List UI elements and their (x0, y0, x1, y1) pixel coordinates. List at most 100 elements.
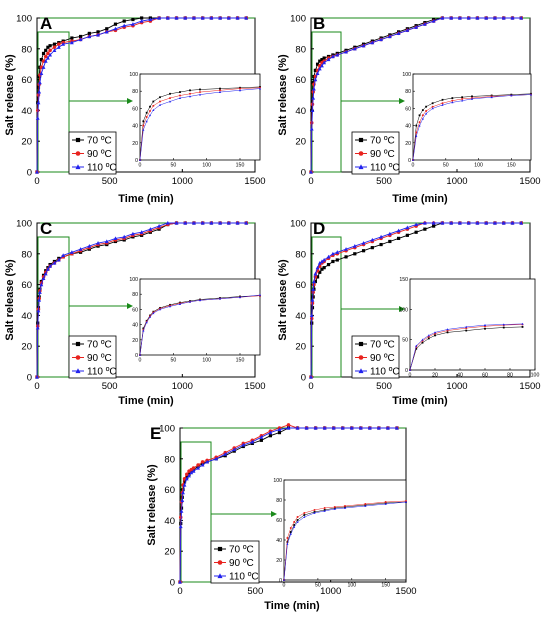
legend-label: 90 ºC (370, 353, 395, 364)
data-point (335, 250, 340, 254)
y-tick-label: 0 (301, 168, 306, 179)
inset-y-tick-label: 80 (276, 498, 282, 504)
data-point (309, 374, 313, 379)
data-point (41, 276, 46, 281)
series-line (179, 427, 397, 583)
inset-data-point (461, 99, 464, 102)
data-point (43, 271, 48, 276)
inset-data-point (179, 94, 181, 97)
inset-data-point (431, 105, 434, 108)
legend-label: 70 ºC (370, 340, 395, 351)
data-point (318, 59, 322, 63)
data-point (519, 15, 524, 20)
data-point (48, 44, 52, 48)
data-point (41, 65, 46, 69)
data-point (87, 244, 92, 248)
data-point (131, 231, 135, 236)
legend-swatch-marker (358, 164, 364, 170)
data-point (43, 59, 48, 63)
inset-data-point (441, 103, 444, 106)
series-110 (309, 15, 524, 174)
data-point (397, 236, 401, 240)
x-tick-label: 500 (102, 381, 118, 392)
y-tick-label: 60 (295, 75, 306, 86)
data-point (78, 247, 83, 251)
inset-data-point (303, 515, 306, 518)
series-110 (309, 220, 524, 379)
x-tick-label: 500 (376, 381, 392, 392)
y-tick-label: 40 (295, 106, 306, 117)
inset-data-point (159, 96, 161, 99)
inset-data-point (188, 95, 192, 98)
y-tick-label: 100 (16, 14, 32, 25)
inset-x-tick-label: 20 (432, 373, 438, 379)
data-point (431, 19, 436, 23)
y-tick-label: 20 (295, 342, 306, 353)
inset-data-point (303, 514, 306, 516)
data-point (165, 220, 170, 225)
x-tick-label: 500 (376, 176, 392, 187)
inset-x-tick-label: 100 (347, 583, 356, 589)
inset-data-point (218, 297, 222, 300)
data-point (353, 252, 357, 256)
data-point (449, 220, 454, 225)
inset-data-point (238, 296, 242, 299)
data-point (87, 31, 91, 35)
x-tick-label: 1000 (446, 176, 467, 187)
inset-data-point (510, 94, 513, 97)
data-point (37, 89, 42, 94)
inset-data-point (296, 520, 299, 523)
inset-data-point (529, 93, 533, 96)
data-point (200, 220, 205, 225)
y-tick-label: 20 (164, 547, 175, 558)
inset-data-point (199, 91, 201, 94)
data-point (165, 15, 170, 20)
data-point (440, 220, 445, 225)
data-point (310, 108, 315, 112)
inset-data-point (145, 111, 148, 114)
data-point (250, 439, 255, 444)
data-point (286, 425, 291, 430)
inset-series-110 (408, 322, 524, 371)
data-point (405, 233, 409, 237)
inset-data-point (199, 88, 201, 91)
legend-label: 90 ºC (370, 149, 395, 160)
data-point (131, 17, 135, 22)
inset-frame (283, 479, 407, 581)
inset-y-tick-label: 60 (132, 307, 138, 313)
data-point (178, 524, 183, 529)
data-point (35, 325, 40, 330)
inset-data-point (404, 500, 408, 503)
inset-data-point (313, 509, 316, 511)
inset-data-point (168, 305, 172, 308)
data-point (322, 257, 327, 262)
data-point (361, 240, 366, 245)
data-point (405, 225, 410, 230)
x-axis-title: Time (min) (392, 193, 448, 205)
inset-frame (409, 278, 536, 371)
x-tick-label: 0 (34, 381, 39, 392)
data-point (122, 19, 126, 23)
inset-data-point (169, 97, 171, 100)
data-point (440, 15, 445, 20)
legend: 70 ºC 90 ºC 110 ºC (210, 540, 260, 584)
x-tick-label: 500 (102, 176, 118, 187)
legend-swatch-marker (358, 355, 364, 360)
data-point (352, 46, 357, 51)
data-point (317, 66, 322, 71)
inset-series-90 (139, 86, 261, 161)
inset-data-point (446, 331, 449, 334)
data-point (223, 452, 228, 456)
inset-data-point (415, 124, 418, 127)
inset-x-tick-label: 50 (443, 163, 449, 169)
data-point (315, 71, 320, 76)
data-point (191, 466, 196, 470)
data-point (35, 116, 40, 120)
data-point (458, 15, 462, 20)
x-tick-label: 0 (177, 586, 182, 597)
data-point (376, 425, 381, 430)
x-axis-title: Time (min) (264, 600, 320, 612)
data-point (466, 220, 471, 225)
x-axis-title: Time (min) (118, 193, 174, 205)
